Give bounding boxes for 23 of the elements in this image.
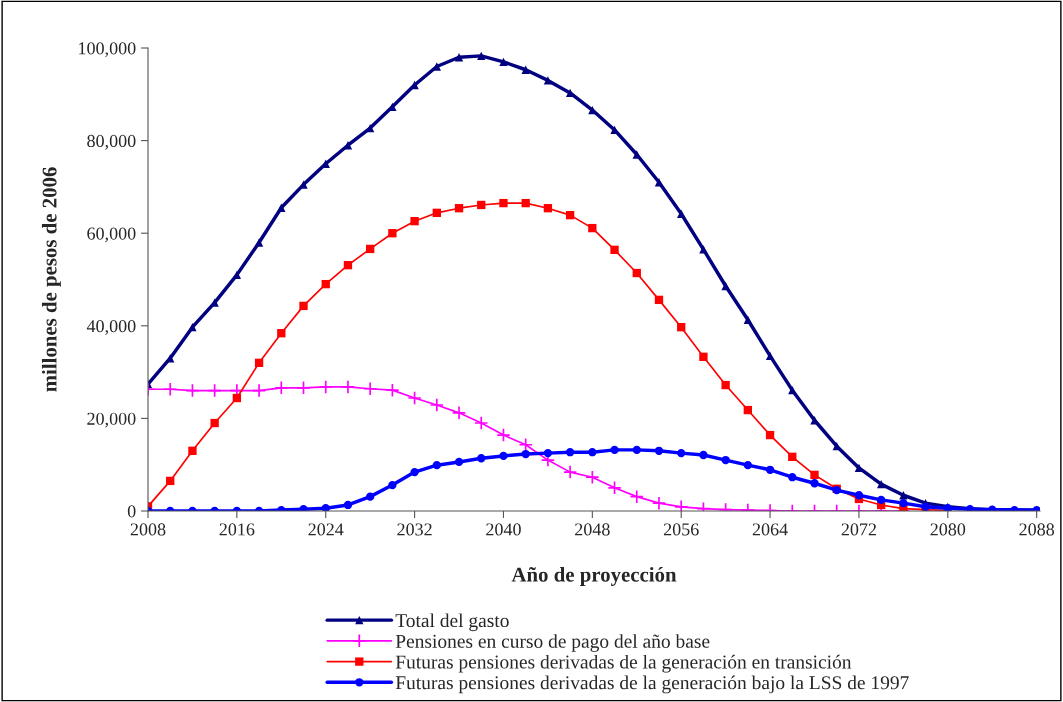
x-tick-label: 2072 bbox=[841, 523, 876, 536]
legend-label: Futuras pensiones derivadas de la generación bajo la LSS de 1997 bbox=[395, 675, 909, 694]
x-tick-label: 2024 bbox=[308, 523, 344, 536]
x-tick-label: 2088 bbox=[1019, 523, 1055, 536]
x-axis-title: Año de proyección bbox=[511, 566, 677, 586]
y-tick-label: 20,000 bbox=[87, 412, 136, 428]
y-tick-label: 60,000 bbox=[87, 227, 136, 243]
y-tick-label: 80,000 bbox=[87, 134, 136, 150]
x-tick-label: 2032 bbox=[397, 523, 432, 536]
x-tick-label: 2064 bbox=[752, 523, 788, 536]
legend-label: Pensiones en curso de pago del año base bbox=[395, 634, 710, 652]
y-axis-title: millones de pesos de 2006 bbox=[41, 167, 61, 392]
x-tick-label: 2040 bbox=[486, 523, 521, 536]
x-tick-label: 2056 bbox=[663, 523, 699, 536]
y-tick-label: 40,000 bbox=[86, 320, 136, 335]
x-tick-label: 2080 bbox=[930, 523, 966, 536]
y-tick-label: 100,000 bbox=[79, 42, 136, 58]
x-tick-label: 2016 bbox=[219, 523, 255, 536]
x-tick-label: 2008 bbox=[130, 523, 166, 536]
legend-label: Total del gasto bbox=[395, 613, 509, 632]
legend-label: Futuras pensiones derivadas de la generación en transición bbox=[395, 654, 852, 673]
y-tick-label: 0 bbox=[127, 505, 136, 518]
x-tick-label: 2048 bbox=[575, 523, 610, 536]
